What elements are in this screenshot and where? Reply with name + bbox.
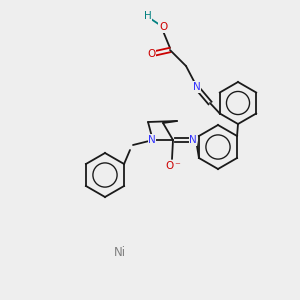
Text: ⁻: ⁻: [174, 161, 180, 171]
Text: N: N: [148, 135, 156, 145]
Text: O: O: [165, 161, 173, 171]
Text: N: N: [189, 135, 197, 145]
Text: H: H: [144, 11, 152, 21]
Text: O: O: [147, 49, 155, 59]
Text: N: N: [193, 82, 201, 92]
Text: Ni: Ni: [114, 245, 126, 259]
Text: O: O: [159, 22, 167, 32]
